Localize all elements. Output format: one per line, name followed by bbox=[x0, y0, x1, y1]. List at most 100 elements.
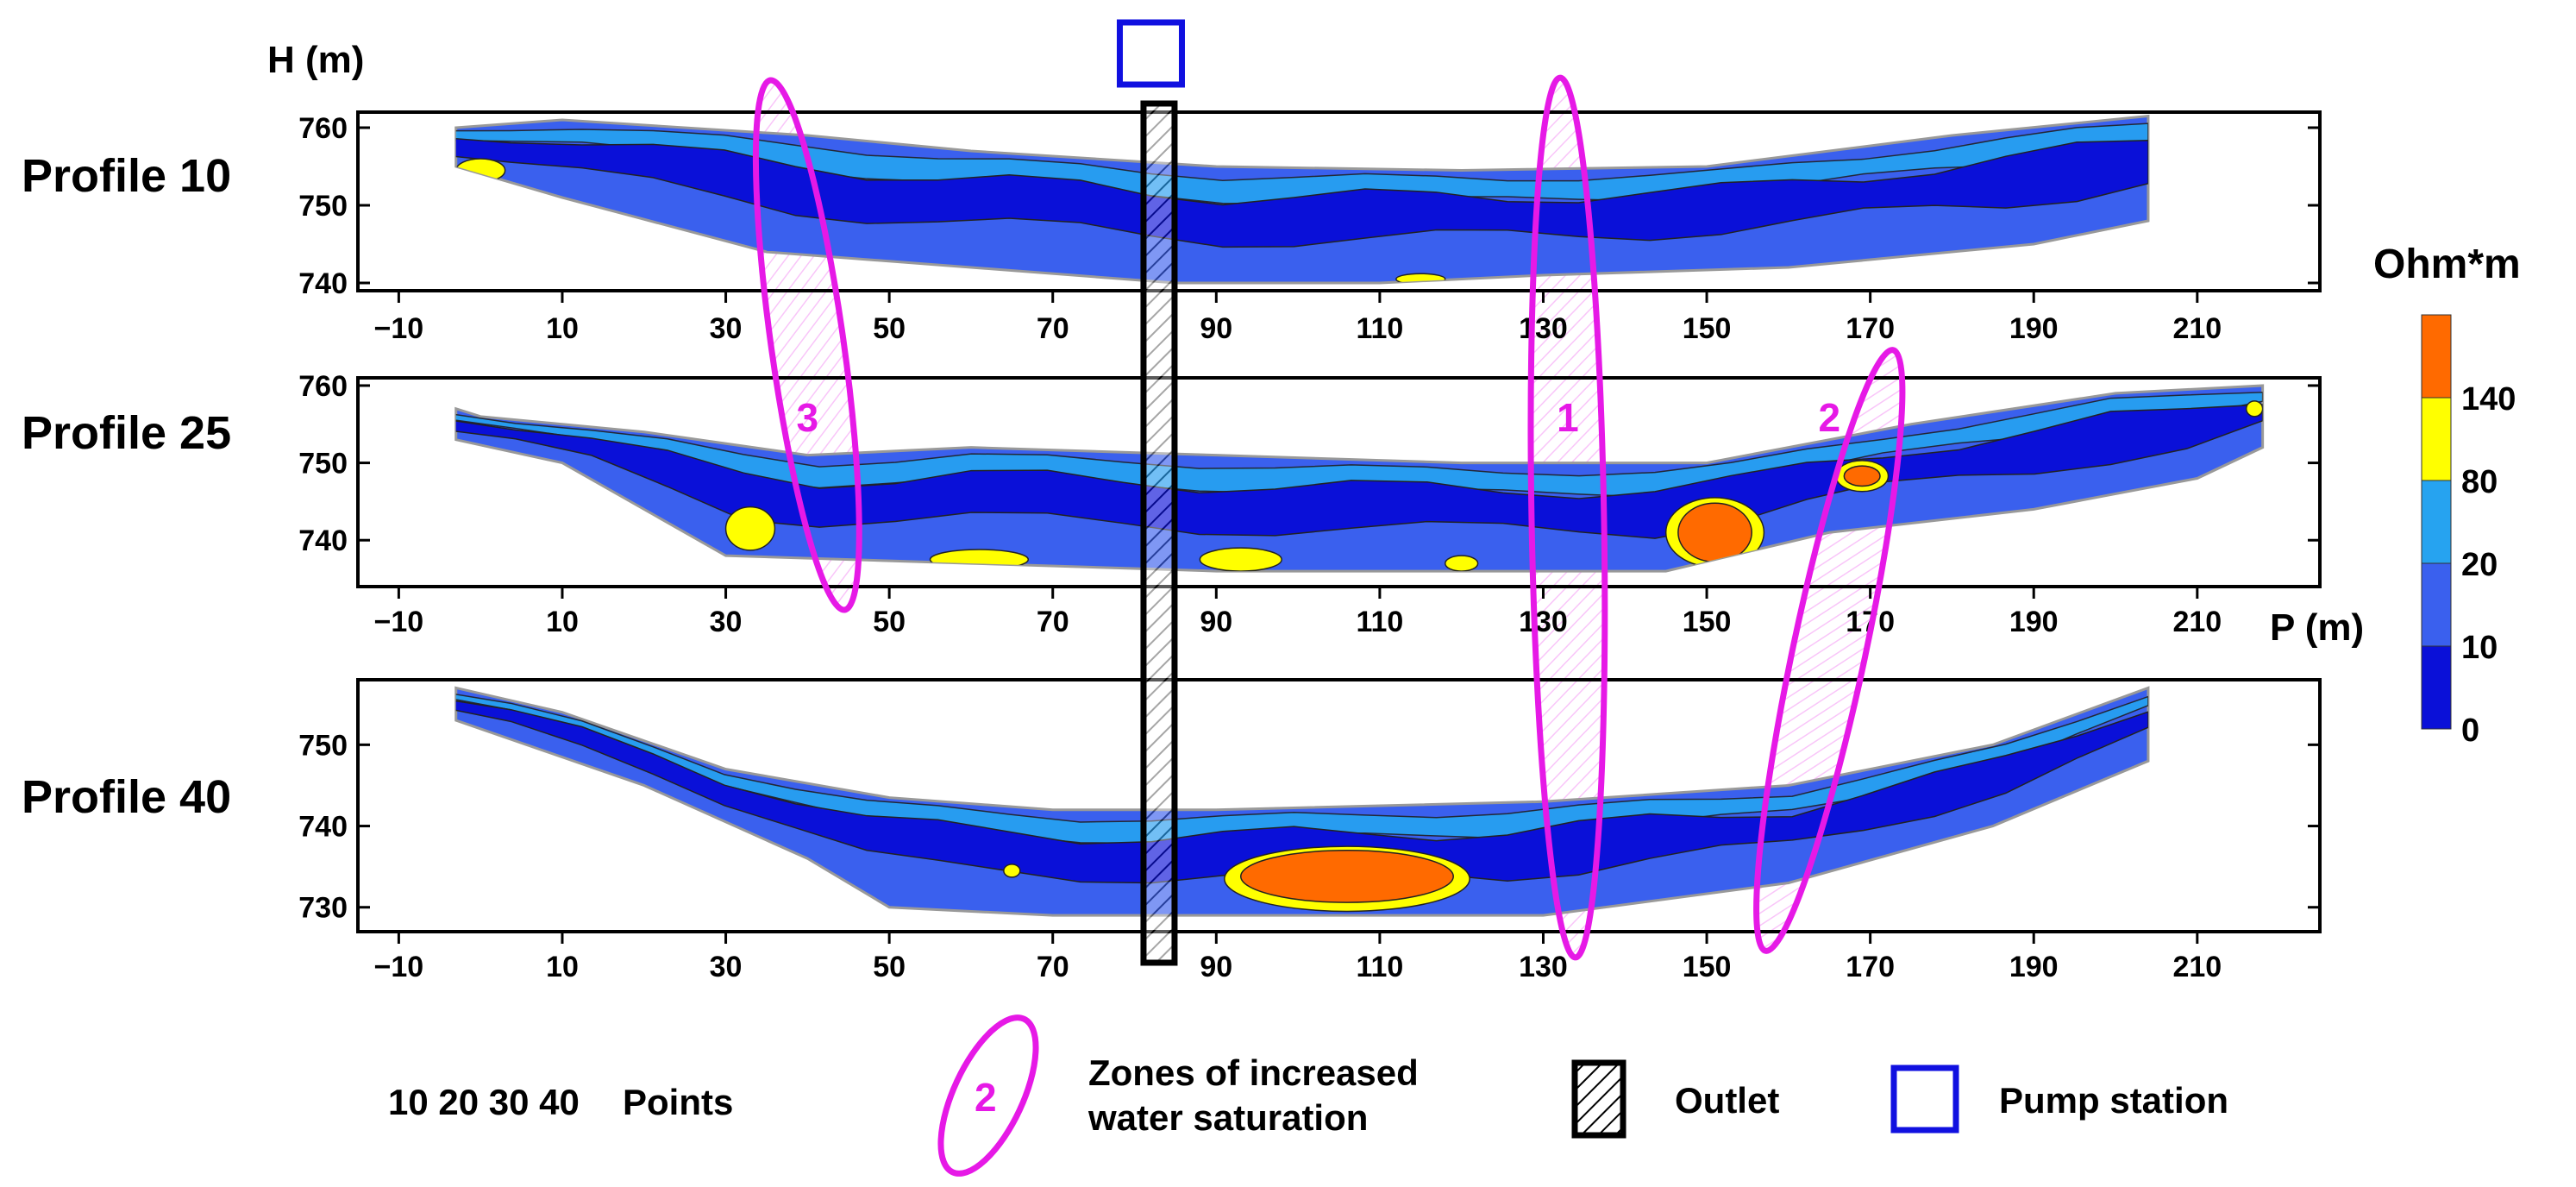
profile-label: Profile 40 bbox=[22, 771, 231, 823]
profile-label: Profile 25 bbox=[22, 407, 231, 459]
resistivity-anomaly bbox=[1003, 864, 1021, 878]
y-tick-label: 740 bbox=[298, 811, 348, 844]
color-scale-tick: 140 bbox=[2461, 381, 2516, 418]
color-scale-band bbox=[2421, 397, 2452, 481]
zone-ellipse bbox=[1753, 347, 1906, 954]
x-tick-label: 30 bbox=[710, 606, 743, 638]
x-tick-label: 130 bbox=[1519, 606, 1568, 638]
color-scale-band bbox=[2421, 314, 2452, 399]
panel-frame bbox=[356, 110, 2322, 292]
x-tick-label: 150 bbox=[1683, 312, 1732, 345]
x-tick-label: 50 bbox=[873, 951, 906, 983]
x-tick-label: 210 bbox=[2172, 606, 2222, 638]
y-tick-label: 730 bbox=[298, 892, 348, 925]
section-texture bbox=[455, 690, 2148, 913]
color-scale-tick: 20 bbox=[2461, 547, 2498, 583]
legend-zones-text-line1: Zones of increased bbox=[1088, 1052, 1419, 1093]
y-tick-label: 760 bbox=[298, 112, 348, 145]
x-tick-label: 130 bbox=[1519, 312, 1568, 345]
legend-zone-symbol-label: 2 bbox=[975, 1075, 997, 1120]
band-0-10 bbox=[455, 404, 2263, 539]
x-tick-label: −10 bbox=[374, 951, 424, 983]
overlay-layer: 1 2 3 bbox=[752, 19, 1906, 966]
zone-label: 2 bbox=[1818, 395, 1840, 440]
zone-label: 3 bbox=[797, 395, 819, 440]
legend-zone-symbol bbox=[937, 1014, 1039, 1177]
section-texture bbox=[455, 391, 2263, 572]
x-tick-label: 110 bbox=[1356, 951, 1403, 983]
profile-label: Profile 10 bbox=[22, 150, 231, 202]
color-scale: Ohm*m 0 10 20 80 140 bbox=[2373, 242, 2521, 749]
panel-frame bbox=[356, 678, 2322, 933]
x-tick-label: 190 bbox=[2009, 312, 2059, 345]
resistivity-anomaly bbox=[1677, 502, 1752, 563]
pump-station-marker bbox=[1116, 19, 1185, 88]
x-tick-label: 10 bbox=[546, 606, 579, 638]
x-tick-label: 170 bbox=[1846, 312, 1895, 345]
x-tick-label: −10 bbox=[374, 606, 424, 638]
legend-outlet-text: Outlet bbox=[1675, 1080, 1779, 1121]
resistivity-anomaly bbox=[2245, 400, 2263, 418]
legend: 10 20 30 40 Points 2 Zones of increased … bbox=[388, 1014, 2228, 1177]
legend-zones-text-line2: water saturation bbox=[1087, 1097, 1368, 1138]
x-tick-label: 110 bbox=[1356, 606, 1403, 638]
x-tick-label: 210 bbox=[2172, 312, 2222, 345]
outlet-bar bbox=[1140, 100, 1178, 966]
color-scale-tick: 0 bbox=[2461, 713, 2479, 749]
color-scale-band bbox=[2421, 562, 2452, 647]
x-tick-label: 150 bbox=[1683, 606, 1732, 638]
x-tick-label: 90 bbox=[1200, 606, 1232, 638]
x-tick-label: 50 bbox=[873, 312, 906, 345]
x-tick-label: 70 bbox=[1037, 312, 1069, 345]
x-tick-label: 130 bbox=[1519, 951, 1568, 983]
legend-points-label: Points bbox=[623, 1082, 733, 1122]
y-tick-label: 750 bbox=[298, 190, 348, 223]
band-0-10 bbox=[455, 697, 2148, 884]
x-tick-label: 50 bbox=[873, 606, 906, 638]
resistivity-anomaly bbox=[1843, 465, 1881, 487]
y-tick-label: 750 bbox=[298, 448, 348, 480]
legend-outlet-symbol bbox=[1571, 1059, 1626, 1139]
y-tick-label: 760 bbox=[298, 370, 348, 403]
color-scale-band bbox=[2421, 480, 2452, 564]
x-tick-label: −10 bbox=[374, 312, 424, 345]
legend-pump-text: Pump station bbox=[1999, 1080, 2228, 1121]
resistivity-section bbox=[454, 686, 2150, 917]
color-scale-tick: 10 bbox=[2461, 630, 2498, 666]
resistivity-anomaly bbox=[929, 549, 1030, 571]
x-tick-label: 70 bbox=[1037, 951, 1069, 983]
x-axis-title: P (m) bbox=[2270, 606, 2364, 649]
zone-ellipse bbox=[1527, 74, 1608, 961]
resistivity-anomaly bbox=[1240, 850, 1454, 903]
zone-ellipse bbox=[752, 77, 862, 613]
x-tick-label: 10 bbox=[546, 951, 579, 983]
x-tick-label: 190 bbox=[2009, 606, 2059, 638]
x-tick-label: 110 bbox=[1356, 312, 1403, 345]
y-axis-title: H (m) bbox=[267, 39, 364, 81]
resistivity-anomaly bbox=[455, 158, 506, 183]
y-tick-label: 750 bbox=[298, 729, 348, 762]
y-tick-label: 740 bbox=[298, 267, 348, 300]
color-scale-band bbox=[2421, 645, 2452, 730]
profile-panel: 730 740 750 −10 10 30 50 70 90 110 130 150 170 190 210… bbox=[22, 678, 2322, 983]
resistivity-anomaly bbox=[1444, 555, 1479, 572]
legend-points-values: 10 20 30 40 bbox=[388, 1082, 580, 1122]
panel-frame bbox=[356, 376, 2322, 588]
y-tick-label: 740 bbox=[298, 524, 348, 557]
x-tick-label: 210 bbox=[2172, 951, 2222, 983]
legend-pump-symbol bbox=[1890, 1065, 1959, 1134]
x-tick-label: 190 bbox=[2009, 951, 2059, 983]
resistivity-anomaly bbox=[1199, 547, 1282, 572]
x-tick-label: 90 bbox=[1200, 951, 1232, 983]
resistivity-anomaly bbox=[724, 506, 776, 551]
x-tick-label: 10 bbox=[546, 312, 579, 345]
x-tick-label: 170 bbox=[1846, 951, 1895, 983]
x-tick-label: 30 bbox=[710, 312, 743, 345]
band-0-10 bbox=[455, 136, 2148, 248]
x-tick-label: 30 bbox=[710, 951, 743, 983]
zone-label: 1 bbox=[1557, 395, 1579, 440]
x-tick-label: 150 bbox=[1683, 951, 1732, 983]
